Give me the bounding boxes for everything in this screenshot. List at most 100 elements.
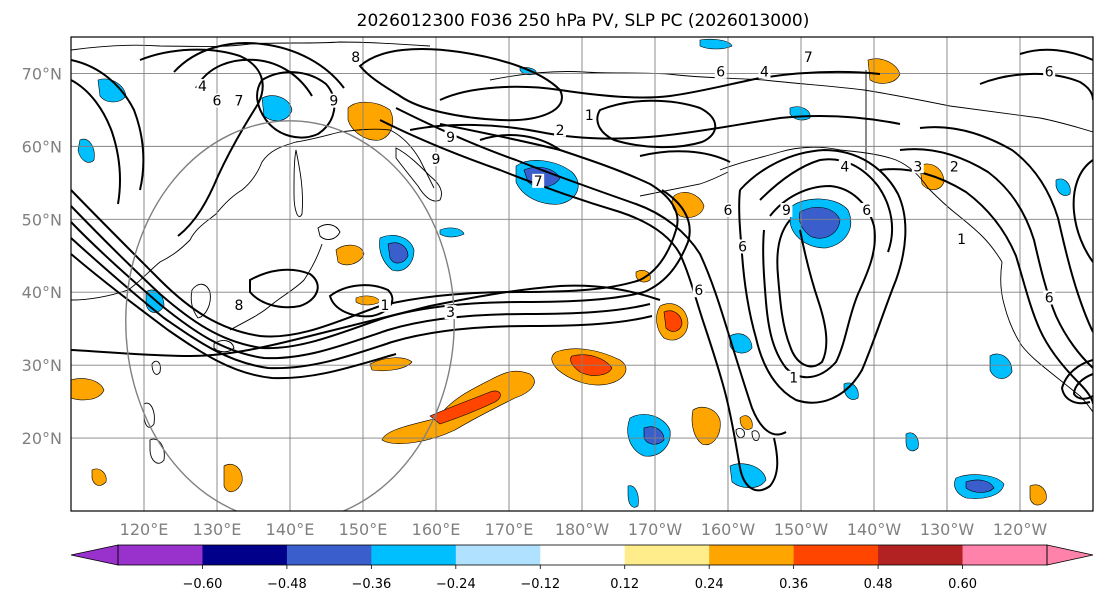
contour-label: 4 bbox=[760, 64, 769, 80]
pv-blob bbox=[261, 95, 293, 122]
asia-coastline bbox=[71, 128, 435, 301]
pv-blob bbox=[1029, 484, 1047, 506]
colorbar-bin bbox=[624, 545, 710, 565]
region-circle bbox=[125, 120, 455, 511]
longitude-labels: 120°E 130°E 140°E 150°E 160°E 170°E 180°W 170°W… bbox=[120, 520, 1048, 539]
contour-label: 4 bbox=[840, 159, 849, 175]
contour-line bbox=[71, 123, 679, 338]
hawaii bbox=[735, 427, 760, 441]
colorbar-tick-label: 0.60 bbox=[948, 577, 977, 592]
contour-label: 3 bbox=[913, 159, 922, 175]
colorbar-tick-label: 0.36 bbox=[779, 577, 808, 592]
latitude-labels: 70°N 60°N 50°N 40°N 30°N 20°N bbox=[22, 64, 62, 448]
pv-blob bbox=[429, 390, 501, 425]
contour-line bbox=[71, 221, 651, 360]
colorbar-tick-label: −0.36 bbox=[351, 577, 391, 592]
contour-line bbox=[439, 70, 881, 101]
japan-hokkaido bbox=[317, 224, 341, 240]
contour-label-bg bbox=[349, 49, 362, 64]
contour-label: 6 bbox=[862, 203, 871, 219]
pv-blob bbox=[739, 415, 753, 430]
contour-label-bg bbox=[378, 297, 391, 312]
pv-blob bbox=[729, 463, 767, 489]
contour-label: 9 bbox=[329, 94, 338, 110]
colorbar-frame bbox=[117, 544, 1048, 566]
contour-line bbox=[249, 268, 319, 309]
pv-blob bbox=[663, 310, 683, 332]
contour-line bbox=[358, 48, 563, 122]
colorbar-bin bbox=[202, 545, 288, 565]
contour-line bbox=[776, 219, 828, 368]
longitude-tick-label: 150°W bbox=[774, 520, 829, 539]
contour-label: 7 bbox=[534, 174, 543, 190]
contour-label-bg bbox=[802, 49, 815, 64]
na-west-coast bbox=[1000, 261, 1093, 413]
kamchatka bbox=[395, 147, 442, 202]
contour-line bbox=[71, 59, 145, 191]
longitude-tick-label: 120°E bbox=[120, 520, 169, 539]
colorbar-bin bbox=[118, 545, 203, 565]
colorbar-bin bbox=[709, 545, 795, 565]
longitude-tick-label: 150°E bbox=[339, 520, 388, 539]
contour-label-bg bbox=[554, 122, 567, 137]
longitude-tick-label: 180°W bbox=[555, 520, 610, 539]
sakhalin bbox=[293, 149, 303, 217]
contour-label-bg bbox=[196, 79, 209, 94]
latitude-tick-label: 70°N bbox=[22, 64, 62, 83]
longitude-tick-label: 120°W bbox=[993, 520, 1048, 539]
map-frame bbox=[70, 36, 1094, 512]
contour-line bbox=[979, 72, 1093, 101]
contour-line bbox=[879, 168, 1093, 405]
contour-line bbox=[379, 119, 779, 492]
contour-label: 7 bbox=[804, 50, 813, 66]
colorbar-tick-label: −0.48 bbox=[267, 577, 307, 592]
contour-label-bg bbox=[444, 305, 457, 320]
colorbar-tick-label: 0.48 bbox=[864, 577, 893, 592]
colorbar-tick-label: 0.12 bbox=[610, 577, 639, 592]
japan-honshu bbox=[229, 243, 323, 331]
contour-label: 6 bbox=[1045, 291, 1054, 307]
contour-line bbox=[71, 237, 653, 370]
contour-line bbox=[71, 79, 121, 205]
contour-label: 6 bbox=[694, 283, 703, 299]
pv-anomaly-fills bbox=[71, 38, 1071, 508]
aleutians bbox=[639, 171, 729, 197]
contour-label: 1 bbox=[957, 232, 966, 248]
coastlines bbox=[71, 41, 1093, 464]
contour-label-bg bbox=[948, 159, 961, 174]
contour-label-bg bbox=[430, 151, 442, 166]
colorbar-bin bbox=[371, 545, 457, 565]
latitude-tick-label: 20°N bbox=[22, 429, 62, 448]
pv-blob bbox=[799, 207, 841, 239]
contour-label-bg bbox=[532, 173, 545, 188]
latitude-tick-label: 40°N bbox=[22, 283, 62, 302]
pv-blob bbox=[335, 244, 365, 266]
longitude-tick-label: 170°E bbox=[485, 520, 534, 539]
longitude-tick-label: 140°E bbox=[266, 520, 315, 539]
pv-blob bbox=[91, 468, 107, 486]
korea bbox=[190, 283, 211, 319]
contour-label: 1 bbox=[585, 108, 594, 124]
contour-line bbox=[71, 253, 397, 380]
colorbar-extend-min bbox=[70, 544, 119, 566]
contour-label-bg bbox=[232, 93, 245, 108]
contour-label-bg bbox=[838, 159, 851, 174]
colorbar: −0.60 −0.48 −0.36 −0.24 −0.12 0.12 0.24 0.36 0.4… bbox=[70, 544, 1094, 592]
contour-line bbox=[919, 126, 1093, 333]
contour-line bbox=[71, 189, 691, 350]
taiwan bbox=[151, 360, 161, 375]
contour-line bbox=[639, 150, 731, 163]
contour-label: 9 bbox=[432, 152, 441, 168]
contour-label-bg bbox=[911, 159, 924, 174]
pv-blob bbox=[627, 485, 639, 508]
colorbar-tick-label: −0.12 bbox=[520, 577, 560, 592]
figure-title: 2026012300 F036 250 hPa PV, SLP PC (2026… bbox=[357, 11, 810, 31]
contour-line bbox=[479, 134, 561, 151]
pv-blob bbox=[1055, 178, 1071, 196]
pv-blob bbox=[387, 242, 409, 264]
longitude-tick-label: 130°W bbox=[920, 520, 975, 539]
contour-label: 2 bbox=[556, 123, 565, 139]
